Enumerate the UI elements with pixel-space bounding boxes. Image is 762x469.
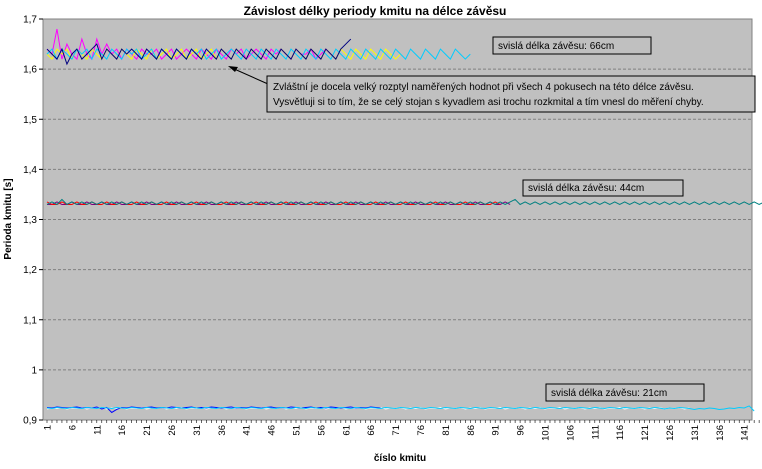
annotation-note: Zvláštní je docela velký rozptyl naměřen…	[228, 66, 756, 113]
x-tick-label: 36	[217, 425, 228, 436]
annotation-66cm: svislá délka závěsu: 66cm	[492, 36, 652, 55]
x-tick-label: 46	[267, 425, 278, 436]
x-tick-label: 141	[740, 425, 751, 441]
series-line-66cm-3	[46, 38, 352, 66]
x-tick-label: 81	[441, 425, 452, 436]
x-tick-label: 86	[466, 425, 477, 436]
chart-title: Závislost délky periody kmitu na délce z…	[244, 4, 507, 18]
x-tick-label: 1	[43, 425, 54, 430]
x-tick-label: 6	[67, 425, 78, 430]
x-tick-label: 121	[640, 425, 651, 441]
svg-text:svislá délka závěsu: 21cm: svislá délka závěsu: 21cm	[551, 388, 667, 399]
x-tick-label: 101	[541, 425, 552, 441]
x-tick-label: 136	[715, 425, 726, 441]
series-line-21cm-9	[46, 405, 755, 412]
series-line-44cm-6	[46, 198, 762, 206]
x-tick-label: 71	[391, 425, 402, 436]
annotation-44cm: svislá délka závěsu: 44cm	[522, 179, 684, 197]
x-tick-label: 56	[316, 425, 327, 436]
x-tick-label: 41	[242, 425, 253, 436]
y-tick-label: 1,5	[23, 115, 37, 126]
svg-text:svislá délka závěsu: 66cm: svislá délka závěsu: 66cm	[498, 41, 614, 52]
svg-text:svislá délka závěsu: 44cm: svislá délka závěsu: 44cm	[528, 183, 644, 194]
y-tick-label: 1,6	[23, 65, 37, 76]
y-tick-label: 1,4	[23, 165, 37, 176]
gridlines	[43, 68, 752, 371]
x-axis-ticks: 1 6 11 16 21 26 31 36 41 46 51 56 61 66 71 76 81 86 91 96 10…	[43, 420, 760, 441]
x-tick-label: 106	[565, 425, 576, 441]
x-tick-label: 16	[117, 425, 128, 436]
x-axis-label: číslo kmitu	[374, 453, 426, 464]
svg-text:Vysvětluji si to tím, že se ce: Vysvětluji si to tím, že se celý stojan …	[273, 97, 704, 108]
series-layer	[46, 28, 762, 414]
x-tick-label: 96	[516, 425, 527, 436]
x-tick-label: 116	[615, 425, 626, 440]
y-tick-label: 1,7	[23, 15, 37, 26]
y-tick-label: 1,1	[23, 315, 37, 326]
x-tick-label: 76	[416, 425, 427, 436]
y-tick-label: 1,2	[23, 265, 37, 276]
x-tick-label: 66	[366, 425, 377, 436]
annotation-21cm: svislá délka závěsu: 21cm	[545, 383, 705, 402]
x-tick-label: 91	[491, 425, 502, 436]
x-tick-label: 21	[142, 425, 153, 436]
x-tick-label: 51	[292, 425, 303, 436]
y-tick-label: 1	[31, 365, 37, 376]
series-line-66cm-2	[46, 48, 471, 61]
x-tick-label: 11	[92, 425, 103, 435]
x-tick-label: 26	[167, 425, 178, 436]
y-axis-ticks: 0,9 1 1,1 1,2 1,3 1,4 1,5 1,6 1,7	[23, 15, 43, 427]
y-tick-label: 1,3	[23, 215, 37, 226]
x-tick-label: 31	[192, 425, 203, 436]
x-tick-label: 131	[690, 425, 701, 441]
x-tick-label: 126	[665, 425, 676, 441]
y-axis-label: Perioda kmitu [s]	[3, 178, 14, 259]
y-tick-label: 0,9	[23, 416, 37, 427]
svg-text:Zvláštní je docela velký rozpt: Zvláštní je docela velký rozptyl naměřen…	[273, 82, 694, 93]
x-tick-label: 61	[341, 425, 352, 436]
x-tick-label: 111	[590, 425, 601, 439]
